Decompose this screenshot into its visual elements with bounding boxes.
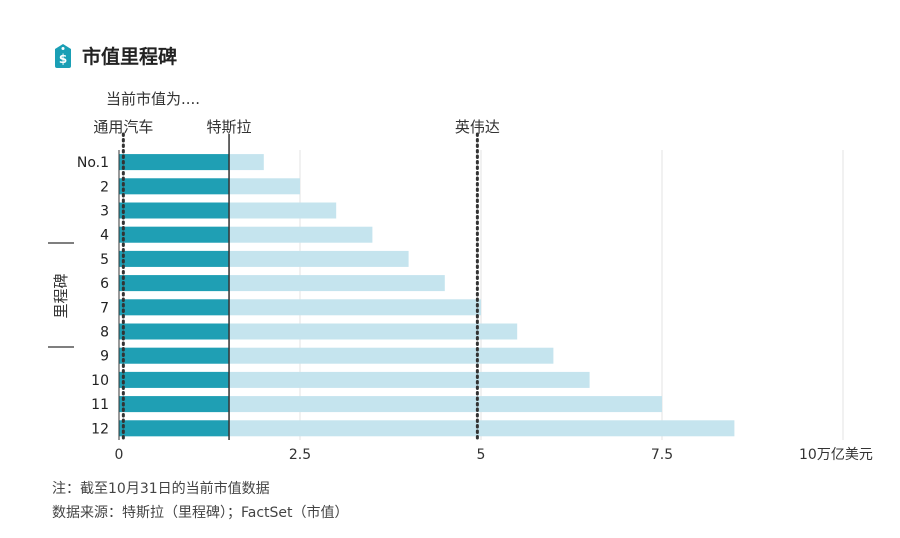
x-tick-label: 2.5 bbox=[289, 447, 311, 463]
category-label: 4 bbox=[100, 228, 109, 244]
x-tick-label: 10万亿美元 bbox=[799, 447, 873, 463]
bar-filled bbox=[119, 396, 230, 413]
bar-filled bbox=[119, 420, 230, 437]
bar-remaining bbox=[119, 420, 735, 437]
bar-filled bbox=[119, 178, 230, 195]
reference-label: 通用汽车 bbox=[93, 118, 153, 136]
category-label: 7 bbox=[100, 300, 109, 316]
footer-note: 注：截至10月31日的当前市值数据 bbox=[52, 481, 270, 497]
category-label: 12 bbox=[91, 421, 109, 437]
bar-filled bbox=[119, 323, 230, 340]
chart-title: 市值里程碑 bbox=[82, 46, 178, 68]
chart-subtitle: 当前市值为.... bbox=[106, 90, 200, 108]
x-tick-label: 7.5 bbox=[651, 447, 673, 463]
reference-label: 特斯拉 bbox=[207, 118, 252, 136]
bar-filled bbox=[119, 250, 230, 267]
x-tick-label: 5 bbox=[477, 447, 486, 463]
category-label: 11 bbox=[91, 397, 109, 413]
x-tick-label: 0 bbox=[115, 447, 124, 463]
footer: 注：截至10月31日的当前市值数据 数据来源：特斯拉（里程碑）；FactSet（… bbox=[52, 477, 349, 525]
price-tag-icon: $ bbox=[55, 43, 71, 68]
bar-filled bbox=[119, 202, 230, 219]
y-axis-label: 里程碑 bbox=[52, 273, 70, 318]
bar-filled bbox=[119, 226, 230, 243]
bar-filled bbox=[119, 371, 230, 388]
category-label: 5 bbox=[100, 252, 109, 268]
reference-label: 英伟达 bbox=[455, 118, 500, 136]
footer-source: 数据来源：特斯拉（里程碑）；FactSet（市值） bbox=[52, 505, 349, 521]
category-label: 2 bbox=[100, 179, 109, 195]
bar-filled bbox=[119, 154, 230, 171]
title-row: $ 市值里程碑 bbox=[52, 42, 177, 69]
category-label: 6 bbox=[100, 276, 109, 292]
bar-remaining bbox=[119, 371, 590, 388]
svg-text:$: $ bbox=[59, 52, 67, 66]
bar-filled bbox=[119, 347, 230, 364]
bar-filled bbox=[119, 275, 230, 292]
category-label: 9 bbox=[100, 349, 109, 365]
bar-filled bbox=[119, 299, 230, 316]
bar-chart: 当前市值为.... No.1 2 3 4 5 6 7 8 9 10 11 12 通用汽车 特斯拉 英伟达 0 2.… bbox=[48, 90, 873, 463]
category-label: No.1 bbox=[77, 155, 109, 171]
category-label: 8 bbox=[100, 325, 109, 341]
category-label: 3 bbox=[100, 204, 109, 220]
bar-remaining bbox=[119, 396, 662, 413]
category-label: 10 bbox=[91, 373, 109, 389]
